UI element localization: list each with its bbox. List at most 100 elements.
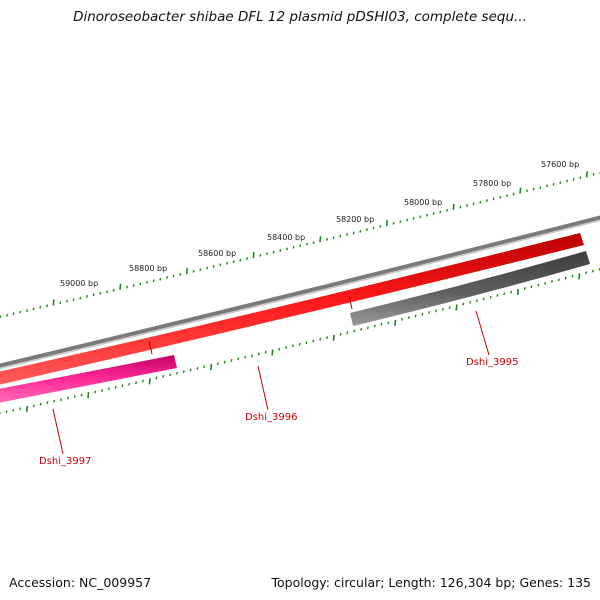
minor-tick: [544, 281, 547, 285]
major-tick: [385, 220, 389, 227]
minor-tick: [406, 218, 408, 222]
topology-text: Topology: circular; Length: 126,304 bp; …: [271, 575, 592, 590]
minor-tick: [523, 287, 526, 290]
minor-tick: [426, 213, 428, 217]
minor-tick: [159, 277, 162, 281]
minor-tick: [298, 342, 301, 346]
minor-tick: [114, 385, 117, 389]
major-tick: [252, 252, 255, 259]
minor-tick: [537, 283, 540, 287]
gene-label-dshi-3996[interactable]: Dshi_3996: [245, 412, 297, 423]
minor-tick: [46, 401, 49, 405]
gene-dshi-3997-bar[interactable]: [0, 355, 177, 403]
minor-tick: [5, 410, 8, 414]
minor-tick: [92, 293, 95, 297]
minor-tick: [32, 307, 35, 311]
minor-tick: [572, 177, 575, 181]
minor-tick: [219, 263, 222, 267]
minor-tick: [176, 371, 178, 375]
minor-tick: [216, 362, 219, 366]
minor-tick: [251, 354, 253, 358]
map-title: Dinoroseobacter shibae DFL 12 plasmid pD…: [73, 9, 527, 25]
gene-dshi-3995-bar[interactable]: [350, 251, 590, 326]
minor-tick: [182, 370, 185, 374]
minor-tick: [366, 228, 368, 232]
major-tick: [119, 283, 122, 290]
minor-tick: [12, 408, 15, 412]
gene-label-dshi-3997[interactable]: Dshi_3997: [39, 456, 91, 467]
minor-tick: [359, 229, 362, 233]
minor-tick: [212, 265, 215, 268]
minor-tick: [135, 381, 138, 385]
major-tick: [271, 349, 274, 356]
accession-text: Accession: NC_009957: [9, 575, 152, 590]
minor-tick: [272, 250, 275, 254]
gene-dshi-3996-bar[interactable]: [0, 233, 584, 385]
minor-tick: [232, 260, 235, 264]
minor-tick: [230, 359, 233, 362]
minor-tick: [132, 284, 135, 287]
minor-tick: [360, 327, 363, 331]
gene-label-dshi-3995[interactable]: Dshi_3995: [466, 357, 518, 368]
minor-tick: [203, 365, 206, 369]
minor-tick: [259, 253, 262, 257]
minor-tick: [512, 192, 515, 196]
minor-tick: [441, 307, 444, 311]
minor-tick: [60, 398, 63, 402]
minor-tick: [66, 299, 68, 303]
minor-tick: [223, 360, 226, 364]
major-tick: [394, 319, 397, 326]
minor-tick: [419, 215, 422, 219]
minor-tick: [373, 324, 376, 328]
minor-tick: [162, 374, 165, 378]
minor-tick: [530, 285, 533, 289]
gene-label-leader-dshi-3997: [52, 408, 64, 455]
minor-tick: [305, 341, 308, 345]
minor-tick: [579, 176, 582, 180]
minor-tick: [401, 317, 403, 321]
scale-label-58400: 58400 bp: [267, 233, 305, 242]
major-tick: [585, 171, 589, 178]
minor-tick: [169, 373, 172, 377]
minor-tick: [428, 311, 431, 314]
minor-tick: [392, 221, 395, 225]
minor-tick: [379, 225, 382, 228]
gene-boundary-marker: [148, 340, 153, 355]
minor-tick: [407, 316, 410, 320]
minor-tick: [266, 252, 268, 256]
major-tick: [52, 299, 55, 306]
minor-tick: [278, 347, 281, 351]
plasmid-backbone: [0, 215, 600, 368]
minor-tick: [552, 182, 555, 186]
minor-tick: [121, 384, 124, 388]
minor-tick: [112, 288, 115, 292]
minor-tick: [414, 314, 417, 318]
minor-tick: [226, 261, 228, 265]
minor-tick: [107, 387, 110, 391]
minor-tick: [486, 199, 488, 202]
minor-tick: [571, 274, 574, 278]
minor-tick: [0, 315, 2, 319]
minor-tick: [352, 231, 355, 235]
minor-tick: [99, 291, 102, 295]
minor-tick: [244, 355, 247, 359]
scale-label-58800: 58800 bp: [129, 264, 167, 273]
minor-tick: [19, 310, 22, 314]
minor-tick: [199, 268, 202, 272]
minor-tick: [192, 269, 195, 273]
minor-tick: [448, 306, 451, 309]
minor-tick: [339, 234, 342, 238]
inner-scale-ticks: [0, 267, 600, 415]
minor-tick: [66, 396, 69, 400]
scale-label-57600: 57600 bp: [541, 160, 579, 169]
minor-tick: [86, 295, 88, 298]
minor-tick: [146, 280, 148, 284]
minor-tick: [326, 237, 328, 241]
minor-tick: [439, 210, 442, 214]
minor-tick: [72, 298, 75, 301]
minor-tick: [286, 247, 288, 251]
minor-tick: [46, 304, 48, 308]
minor-tick: [139, 282, 142, 286]
minor-tick: [506, 194, 508, 198]
